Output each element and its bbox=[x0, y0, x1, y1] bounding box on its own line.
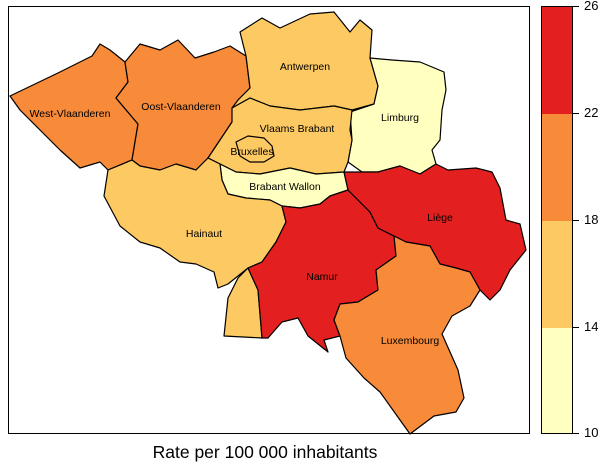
region-west-vlaanderen[interactable] bbox=[9, 43, 139, 171]
legend-swatch-bin-3 bbox=[542, 7, 572, 114]
label-namur: Namur bbox=[306, 271, 338, 283]
region-bruxelles[interactable] bbox=[235, 135, 275, 163]
label-hainaut: Hainaut bbox=[186, 228, 222, 240]
legend-label-22: 22 bbox=[584, 105, 599, 120]
label-liege: Liège bbox=[427, 212, 453, 224]
legend-label-18: 18 bbox=[584, 212, 599, 227]
label-oost-vlaanderen: Oost-Vlaanderen bbox=[141, 101, 221, 113]
legend-tick bbox=[573, 433, 579, 434]
legend-caption: Rate per 100 000 inhabitants bbox=[152, 442, 378, 462]
region-liege[interactable] bbox=[343, 163, 527, 301]
legend-tick bbox=[573, 220, 579, 221]
label-antwerpen: Antwerpen bbox=[280, 61, 330, 73]
legend-swatch-bin-1 bbox=[542, 221, 572, 328]
legend-tick bbox=[573, 113, 579, 114]
legend-swatch-bin-0 bbox=[542, 328, 572, 433]
region-luxembourg[interactable] bbox=[333, 235, 481, 435]
legend-tick bbox=[573, 6, 579, 7]
legend-swatch-bin-2 bbox=[542, 114, 572, 221]
label-luxembourg: Luxembourg bbox=[381, 335, 440, 347]
legend-label-26: 26 bbox=[584, 0, 599, 13]
color-legend bbox=[541, 6, 573, 434]
label-brabant-wallon: Brabant Wallon bbox=[249, 181, 321, 193]
label-bruxelles: Bruxelles bbox=[230, 146, 273, 158]
label-west-vlaanderen: West-Vlaanderen bbox=[30, 108, 111, 120]
label-limburg: Limburg bbox=[381, 112, 419, 124]
legend-tick bbox=[573, 327, 579, 328]
label-vlaams-brabant: Vlaams Brabant bbox=[260, 123, 335, 135]
legend-label-14: 14 bbox=[584, 319, 599, 334]
legend-label-10: 10 bbox=[584, 425, 599, 440]
